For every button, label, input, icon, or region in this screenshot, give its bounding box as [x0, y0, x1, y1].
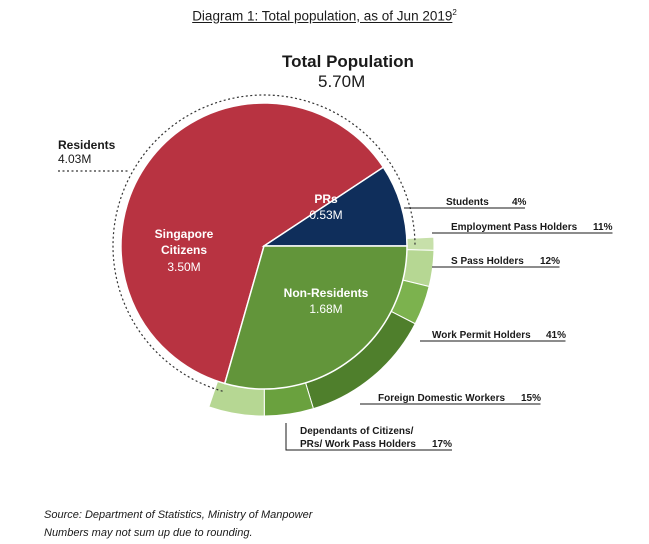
chart-total: 5.70M	[318, 72, 366, 91]
slice-singapore-citizens	[120, 102, 385, 385]
slice-label-singapore-citizens: Singapore	[155, 227, 214, 241]
chart-title: Total Population	[282, 52, 414, 71]
breakdown-percent-dependants-of-citizens-prs-work-pass-holders: 17%	[432, 439, 452, 450]
group-label-residents: Residents	[58, 138, 116, 152]
residents-bracket	[112, 94, 416, 392]
breakdown-percent-employment-pass-holders: 11%	[593, 222, 613, 233]
source-note: Source: Department of Statistics, Minist…	[44, 509, 313, 521]
slice-label-non-residents: Non-Residents	[284, 286, 369, 300]
caption-footnote: 2	[452, 8, 457, 17]
breakdown-underline-dependants-of-citizens-prs-work-pass-holders	[285, 423, 452, 451]
slice-label-prs: PRs	[314, 192, 338, 206]
slice-value-prs: 0.53M	[309, 208, 342, 222]
slice-label-singapore-citizens-2: Citizens	[161, 243, 207, 257]
caption-text: Diagram 1: Total population, as of Jun 2…	[192, 8, 453, 24]
breakdown-label-dependants-of-citizens-prs-work-pass-holders: Dependants of Citizens/	[300, 426, 414, 437]
breakdown-label-employment-pass-holders: Employment Pass Holders	[451, 222, 578, 233]
breakdown-percent-work-permit-holders: 41%	[546, 330, 566, 341]
slice-value-singapore-citizens: 3.50M	[167, 260, 200, 274]
group-value-residents: 4.03M	[58, 152, 91, 166]
breakdown-percent-students: 4%	[512, 197, 527, 208]
figure-caption: Diagram 1: Total population, as of Jun 2…	[0, 8, 649, 24]
breakdown-percent-foreign-domestic-workers: 15%	[521, 393, 541, 404]
breakdown-label-foreign-domestic-workers: Foreign Domestic Workers	[378, 393, 506, 404]
breakdown-percent-s-pass-holders: 12%	[540, 256, 560, 267]
slice-prs	[261, 166, 408, 247]
breakdown-label-s-pass-holders: S Pass Holders	[451, 256, 524, 267]
slice-non-residents	[223, 245, 408, 390]
slice-value-non-residents: 1.68M	[309, 302, 342, 316]
rounding-note: Numbers may not sum up due to rounding.	[44, 527, 253, 539]
breakdown-label-work-permit-holders: Work Permit Holders	[432, 330, 531, 341]
breakdown-segment-students	[406, 236, 435, 251]
breakdown-label-students: Students	[446, 197, 489, 208]
breakdown-label-dependants-of-citizens-prs-work-pass-holders-2: PRs/ Work Pass Holders	[300, 439, 416, 450]
